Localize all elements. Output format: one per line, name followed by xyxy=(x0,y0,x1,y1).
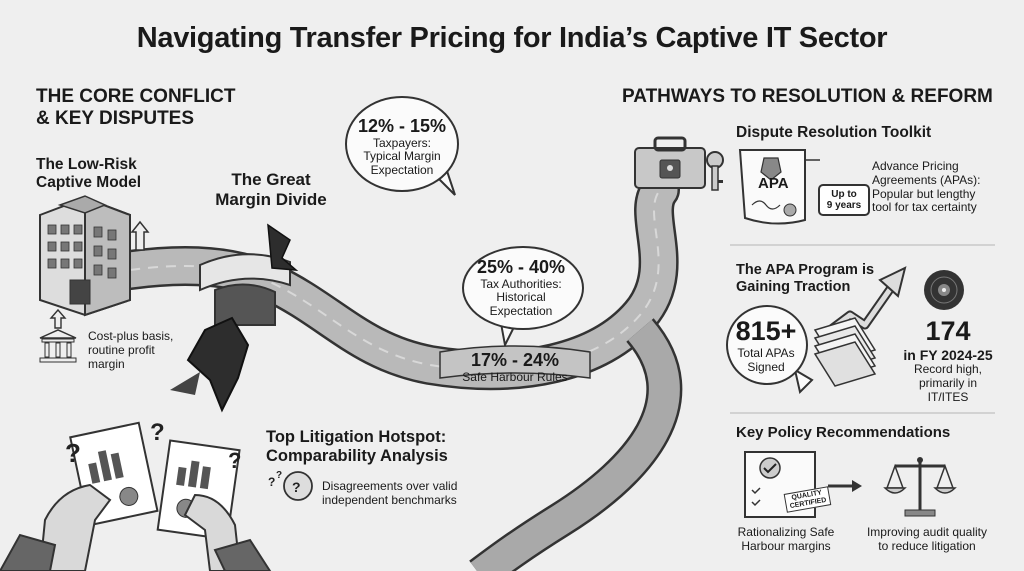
bank-icon xyxy=(39,329,77,363)
margin-divide-heading: The Great Margin Divide xyxy=(215,170,327,209)
litigation-description: Disagreements over valid independent benc… xyxy=(322,479,458,507)
total-apa-value: 815+ xyxy=(735,316,797,346)
total-apa-bubble xyxy=(726,305,808,385)
safe-harbour-range: 17% - 24% xyxy=(470,350,560,370)
taxpayers-range: 12% - 15% xyxy=(357,116,447,136)
svg-text:?: ? xyxy=(65,438,81,468)
office-building-icon xyxy=(39,195,131,317)
toolkit-heading: Dispute Resolution Toolkit xyxy=(736,124,932,141)
svg-text:?: ? xyxy=(268,475,275,489)
authorities-bubble xyxy=(462,246,584,330)
svg-text:?: ? xyxy=(292,479,301,495)
right-section-heading: PATHWAYS TO RESOLUTION & REFORM xyxy=(622,86,993,107)
arrow-right-icon xyxy=(828,480,862,492)
rec1-label: Rationalizing Safe Harbour margins xyxy=(737,525,835,553)
scales-of-justice-icon xyxy=(883,457,957,517)
safe-harbour-marker xyxy=(439,345,591,379)
chasm-crack-illustration xyxy=(170,223,299,413)
paper-stack-icon xyxy=(813,317,877,387)
fy-apa-value: 174 xyxy=(925,316,971,346)
fy-apa-label: in FY 2024-25 xyxy=(903,347,993,364)
policy-heading: Key Policy Recommendations xyxy=(736,424,951,441)
page-title: Navigating Transfer Pricing for India’s … xyxy=(136,22,888,54)
svg-text:?: ? xyxy=(276,470,282,481)
confused-head-icon: ? ? ? xyxy=(268,470,313,501)
apa-program-heading: The APA Program is Gaining Traction xyxy=(736,262,875,295)
question-mark-icon: ? ? ? xyxy=(65,419,241,473)
up-arrow-icon xyxy=(130,220,150,251)
left-section-heading: THE CORE CONFLICT & KEY DISPUTES xyxy=(36,86,236,129)
taxpayers-bubble-text: 12% - 15% Taxpayers: Typical Margin Expe… xyxy=(345,116,459,178)
apa-document-label: APA xyxy=(758,175,789,192)
fy-apa-stat: 174 in FY 2024-25 Record high, primarily… xyxy=(893,316,1003,405)
key-icon xyxy=(706,151,724,191)
authorities-bubble-text: 25% - 40% Tax Authorities: Historical Ex… xyxy=(462,257,580,319)
authorities-range: 25% - 40% xyxy=(476,257,566,277)
captive-model-description: Cost-plus basis, routine profit margin xyxy=(88,329,174,371)
toolbox-lock-icon xyxy=(634,136,706,189)
apa-document-icon xyxy=(738,149,806,225)
small-up-arrow-icon xyxy=(49,308,67,329)
total-apa-text: 815+ Total APAs Signed xyxy=(726,316,806,375)
taxpayers-bubble xyxy=(345,96,459,192)
safe-harbour-label: 17% - 24% Safe Harbour Rules xyxy=(440,350,590,384)
svg-text:?: ? xyxy=(150,419,165,446)
svg-text:?: ? xyxy=(228,448,241,473)
hands-holding-documents-illustration xyxy=(0,421,272,571)
bridge-illustration xyxy=(199,253,291,326)
apa-bubble-tail xyxy=(793,367,814,394)
toolkit-description: Advance Pricing Agreements (APAs): Popul… xyxy=(872,159,981,215)
litigation-heading: Top Litigation Hotspot: Comparability Ana… xyxy=(266,428,448,465)
record-disc-icon xyxy=(924,270,964,310)
rec2-label: Improving audit quality to reduce litigat… xyxy=(866,525,988,553)
duration-badge: Up to 9 years xyxy=(818,184,870,216)
captive-model-heading: The Low-Risk Captive Model xyxy=(36,156,142,191)
